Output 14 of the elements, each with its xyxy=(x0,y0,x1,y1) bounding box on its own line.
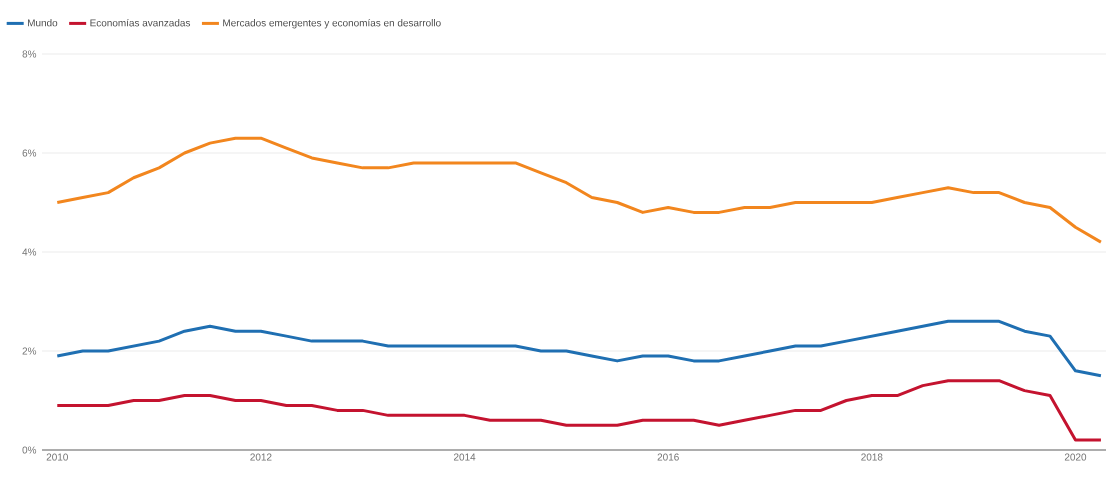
x-tick-label: 2012 xyxy=(250,453,272,461)
y-tick-label: 8% xyxy=(22,50,37,58)
y-tick-label: 4% xyxy=(22,248,37,256)
y-tick-label: 2% xyxy=(22,347,37,355)
legend-label: Mercados emergentes y economías en desarrollo xyxy=(223,18,441,29)
x-tick-label: 2018 xyxy=(861,453,883,461)
x-tick-label: 2014 xyxy=(453,453,476,461)
y-tick-label: 6% xyxy=(22,149,37,157)
x-tick-label: 2010 xyxy=(46,453,68,461)
x-tick-label: 2016 xyxy=(657,453,679,461)
legend-label: Economías avanzadas xyxy=(90,18,191,27)
y-tick-label: 0% xyxy=(22,446,37,454)
x-tick-label: 2020 xyxy=(1064,453,1087,461)
legend-label: Mundo xyxy=(28,19,58,27)
